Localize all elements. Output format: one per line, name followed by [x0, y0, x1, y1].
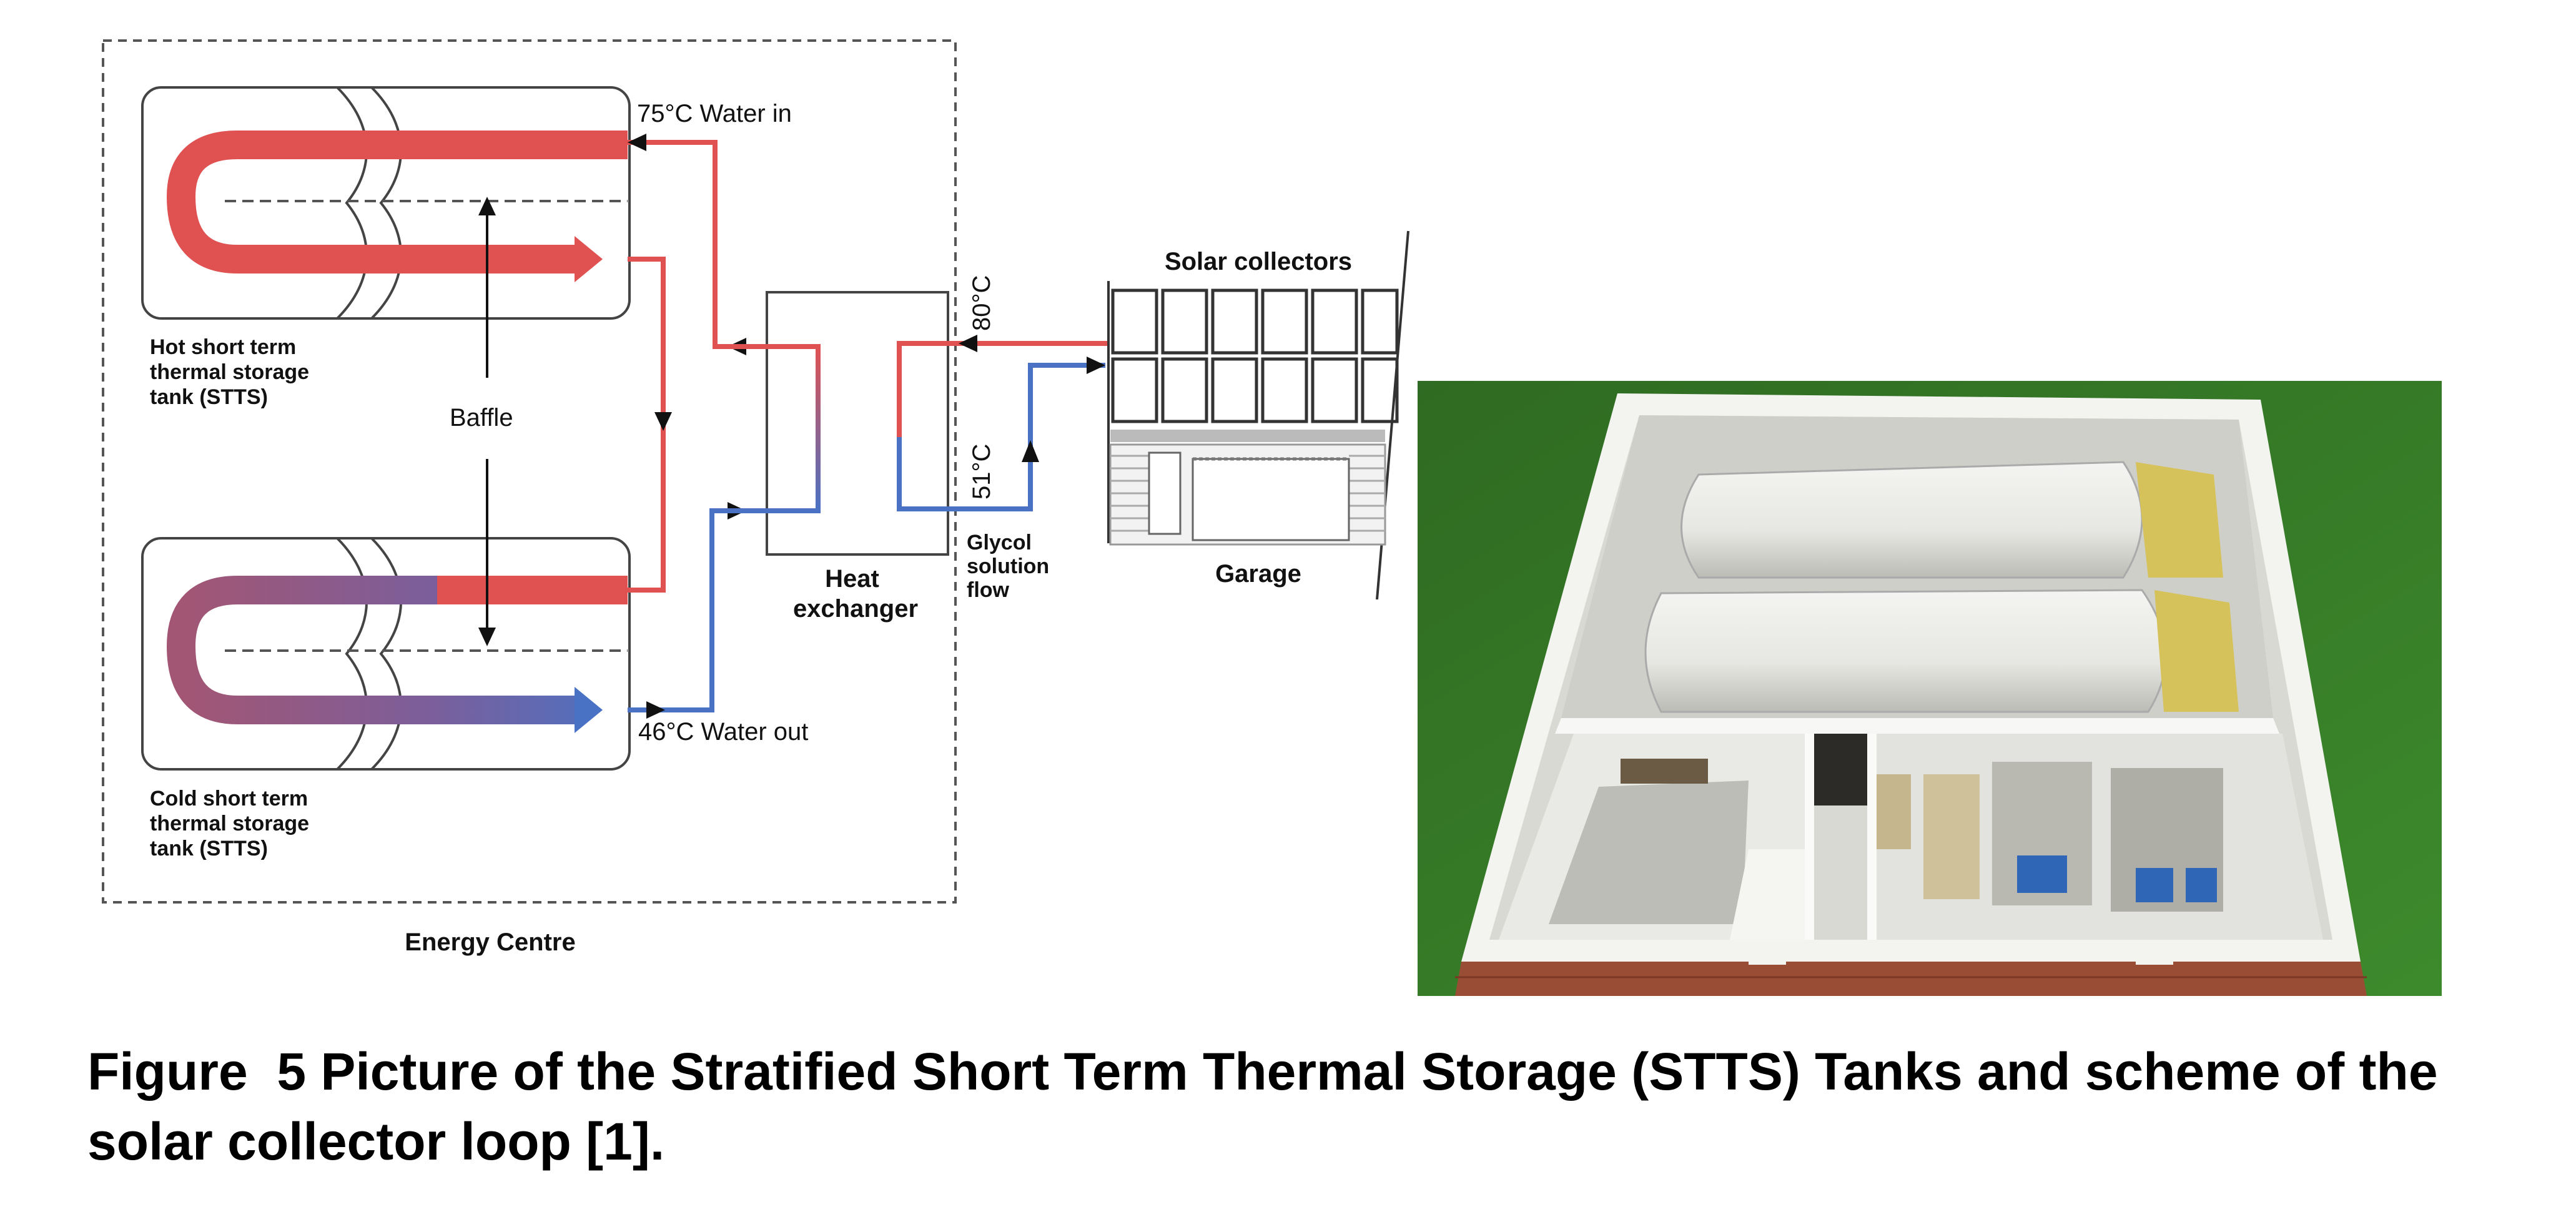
- arrow-collector-in: [1087, 357, 1105, 374]
- garage-label: Garage: [1215, 560, 1301, 588]
- hot-tank: [141, 86, 631, 320]
- arrow-80: [959, 335, 977, 352]
- solar-collector-grid: [1111, 288, 1399, 423]
- hx-left-loop-draw: [712, 344, 821, 513]
- garage-building: [1107, 230, 1409, 600]
- cold-tank: [141, 537, 631, 771]
- baffle-label: Baffle: [450, 404, 513, 431]
- temp-80-label: 80°C: [968, 275, 995, 331]
- tank-lower: [1644, 589, 2239, 713]
- energy-centre-boundary: [102, 39, 957, 904]
- figure-caption: Figure 5 Picture of the Stratified Short…: [87, 1042, 2452, 1171]
- heat-exchanger-label: Heat exchanger: [793, 565, 918, 623]
- temp-51-label: 51°C: [968, 444, 995, 500]
- arrow-in: [628, 134, 646, 151]
- stts-photo: [1418, 381, 2442, 996]
- arrow-down: [654, 412, 672, 431]
- hot-tank-label: Hot short term thermal storage tank (STT…: [150, 335, 315, 409]
- tank-upper: [1680, 461, 2223, 579]
- water-out-label: 46°C Water out: [638, 718, 808, 746]
- baffle-arrow: [478, 197, 496, 646]
- arrow-out: [646, 701, 665, 719]
- glycol-loop: [897, 341, 1108, 511]
- water-in-label: 75°C Water in: [637, 100, 792, 127]
- arrow-51: [1022, 440, 1039, 462]
- glycol-label: Glycol solution flow: [967, 531, 1055, 602]
- energy-centre-label: Energy Centre: [405, 929, 575, 956]
- heat-exchanger-box: [766, 291, 949, 556]
- plant-equipment: [1873, 762, 2223, 912]
- cold-tank-label: Cold short term thermal storage tank (ST…: [150, 787, 315, 860]
- solar-collectors-label: Solar collectors: [1165, 248, 1352, 275]
